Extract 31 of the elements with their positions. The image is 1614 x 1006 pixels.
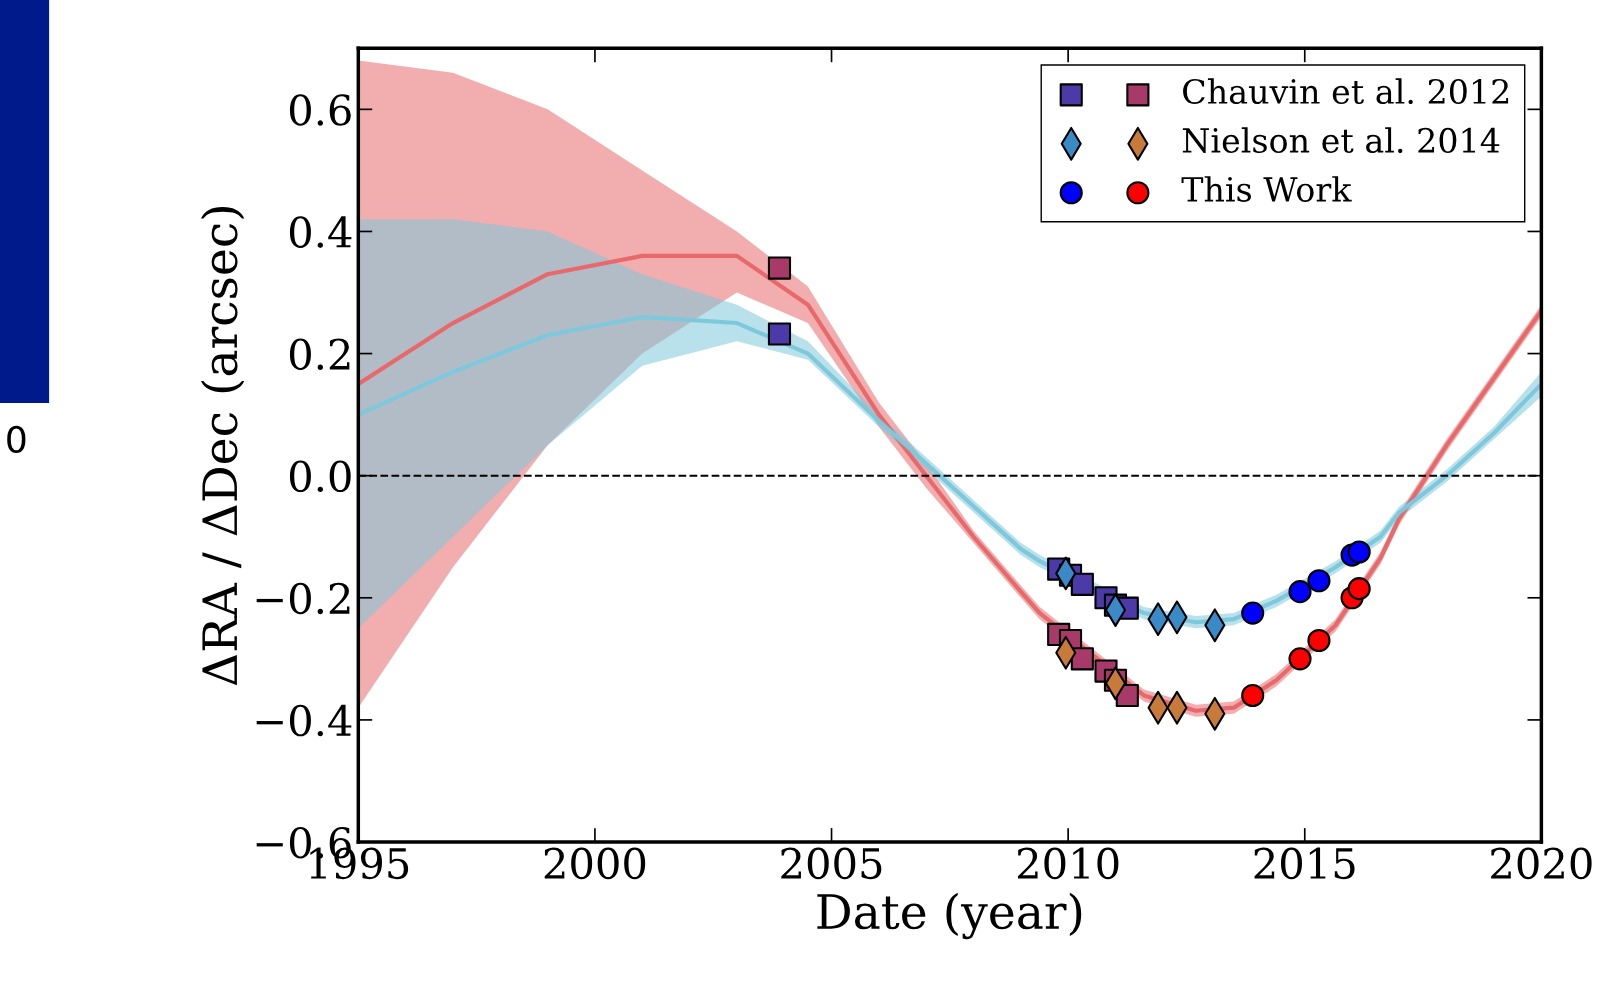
point	[1288, 647, 1312, 671]
y-tick-label: −0.2	[256, 582, 350, 615]
y-axis-title: ΔRA / ΔDec (arcsec)	[201, 207, 245, 686]
point	[1307, 628, 1331, 653]
point	[1241, 683, 1265, 708]
point	[767, 256, 792, 280]
point	[1307, 569, 1331, 593]
line-series	[358, 314, 1542, 625]
y-tick-label: 0.2	[289, 338, 350, 370]
x-tick-label: 2000	[544, 847, 646, 880]
y-tick-label: 0.0	[289, 460, 351, 493]
legend-label: Nielson et al. 2014	[1182, 127, 1500, 154]
text: 0	[7, 425, 26, 454]
y-tick-label: −0.4	[256, 704, 352, 737]
x-tick-label: 2005	[781, 847, 882, 880]
point	[1288, 580, 1312, 604]
point	[1241, 601, 1265, 625]
legend-label: Chauvin et al. 2012	[1183, 78, 1509, 105]
x-axis-title: Date (year)	[817, 892, 1082, 940]
y-tick-label: 0.4	[289, 216, 352, 248]
x-tick-label: 2010	[1017, 847, 1119, 880]
y-tick-label: 0.6	[289, 94, 351, 126]
point	[1347, 577, 1371, 601]
point	[767, 322, 792, 346]
point	[1070, 572, 1094, 596]
line-series	[358, 253, 1542, 713]
point	[1070, 647, 1094, 671]
x-tick-label: 2015	[1254, 847, 1355, 880]
point	[1347, 540, 1371, 564]
x-tick-label: 2020	[1491, 847, 1592, 880]
legend-label: This Work	[1181, 176, 1352, 202]
